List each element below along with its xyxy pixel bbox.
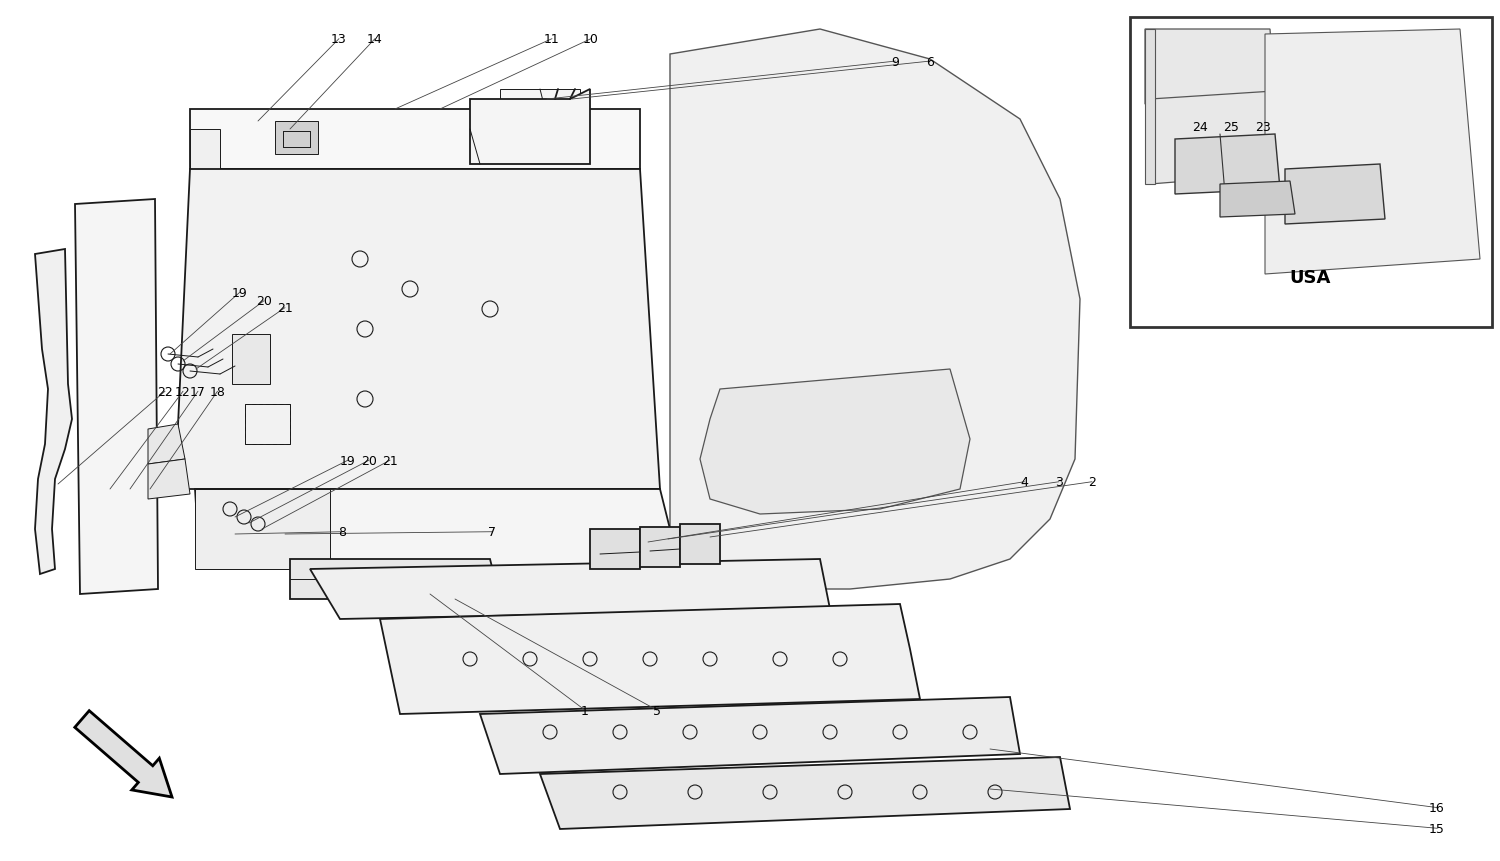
Polygon shape xyxy=(274,122,318,155)
Polygon shape xyxy=(1174,135,1280,195)
Text: 2: 2 xyxy=(1088,475,1096,489)
Polygon shape xyxy=(1144,30,1275,105)
Text: 16: 16 xyxy=(1430,801,1444,815)
Text: 8: 8 xyxy=(338,525,346,539)
Polygon shape xyxy=(1144,30,1155,185)
Text: 17: 17 xyxy=(190,385,206,399)
Polygon shape xyxy=(195,489,330,569)
Polygon shape xyxy=(1264,30,1480,275)
Polygon shape xyxy=(680,524,720,564)
Text: 20: 20 xyxy=(362,454,376,468)
Text: 7: 7 xyxy=(488,525,496,539)
Polygon shape xyxy=(195,489,680,569)
Polygon shape xyxy=(700,369,970,514)
Bar xyxy=(1130,18,1492,328)
Polygon shape xyxy=(190,130,220,170)
Text: USA: USA xyxy=(1290,269,1330,287)
Text: 6: 6 xyxy=(926,55,934,69)
Text: 10: 10 xyxy=(584,33,598,46)
Text: 14: 14 xyxy=(368,33,382,46)
Polygon shape xyxy=(640,528,680,567)
Text: 19: 19 xyxy=(340,454,356,468)
Text: 23: 23 xyxy=(1256,121,1270,134)
Polygon shape xyxy=(590,530,640,569)
Text: 21: 21 xyxy=(382,454,398,468)
Text: 3: 3 xyxy=(1054,475,1064,489)
Text: 15: 15 xyxy=(1430,821,1444,835)
Polygon shape xyxy=(148,424,184,464)
Text: 21: 21 xyxy=(278,301,292,315)
Text: 4: 4 xyxy=(1020,475,1029,489)
Text: 20: 20 xyxy=(256,294,272,308)
Text: 13: 13 xyxy=(332,33,346,46)
Polygon shape xyxy=(500,90,580,160)
Polygon shape xyxy=(480,697,1020,774)
Polygon shape xyxy=(148,460,190,499)
Text: 24: 24 xyxy=(1192,121,1208,134)
Polygon shape xyxy=(670,30,1080,589)
Polygon shape xyxy=(1220,182,1294,218)
Polygon shape xyxy=(470,90,590,164)
Polygon shape xyxy=(176,170,660,489)
Polygon shape xyxy=(75,200,158,594)
Text: 5: 5 xyxy=(652,703,662,717)
Text: 11: 11 xyxy=(544,33,560,46)
Polygon shape xyxy=(1150,80,1466,185)
Text: 9: 9 xyxy=(891,55,900,69)
Polygon shape xyxy=(540,757,1070,829)
Text: 1: 1 xyxy=(580,703,590,717)
Polygon shape xyxy=(380,604,920,714)
Polygon shape xyxy=(1286,164,1384,225)
Text: 25: 25 xyxy=(1224,121,1239,134)
Text: 19: 19 xyxy=(232,286,248,300)
FancyArrow shape xyxy=(75,711,172,797)
Polygon shape xyxy=(190,110,640,170)
Polygon shape xyxy=(310,560,830,619)
Text: 12: 12 xyxy=(176,385,190,399)
Polygon shape xyxy=(232,335,270,385)
Polygon shape xyxy=(34,250,72,574)
Polygon shape xyxy=(290,560,500,599)
Text: 18: 18 xyxy=(210,385,225,399)
Text: 22: 22 xyxy=(158,385,172,399)
